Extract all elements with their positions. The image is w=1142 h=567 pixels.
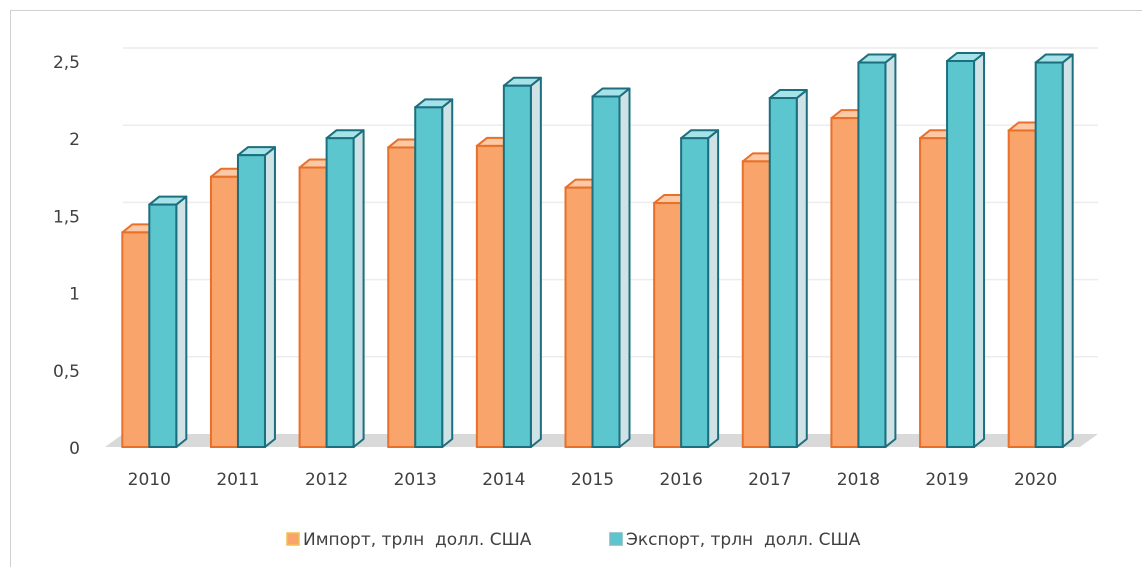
bar <box>919 137 949 448</box>
y-tick-label: 1,5 <box>53 207 80 227</box>
y-tick-label: 1 <box>69 285 80 305</box>
bar-side <box>529 76 542 448</box>
x-tick-label: 2012 <box>305 470 348 490</box>
x-tick-label: 2015 <box>571 470 614 490</box>
bar-side <box>1061 53 1074 448</box>
bar-3d <box>502 76 542 448</box>
bar <box>857 61 887 448</box>
bar-side <box>263 146 276 448</box>
x-tick-label: 2020 <box>1014 470 1057 490</box>
x-tick-label: 2013 <box>394 470 437 490</box>
bar <box>741 160 771 449</box>
bar-3d <box>857 53 897 448</box>
bar <box>387 146 417 449</box>
bar-side <box>973 52 986 448</box>
legend-swatch <box>286 532 300 546</box>
bar <box>1007 129 1037 448</box>
bar-side <box>795 89 808 448</box>
bar-3d <box>414 98 454 448</box>
bar-3d <box>680 129 720 448</box>
legend-label: Импорт, трлн долл. США <box>303 530 532 550</box>
x-tick-label: 2017 <box>748 470 791 490</box>
bar <box>946 60 976 448</box>
bar <box>298 166 328 448</box>
x-tick-label: 2019 <box>925 470 968 490</box>
bar <box>236 154 266 449</box>
bar <box>414 106 444 448</box>
legend-label: Экспорт, трлн долл. США <box>626 530 861 550</box>
y-tick-label: 0,5 <box>53 362 80 382</box>
bar <box>830 117 860 449</box>
x-tick-label: 2018 <box>837 470 880 490</box>
bar <box>1034 61 1064 448</box>
bar-3d <box>148 195 188 448</box>
bar <box>325 137 355 448</box>
bar <box>121 231 151 448</box>
bar <box>148 203 178 448</box>
bar <box>768 97 798 448</box>
bar <box>564 186 594 448</box>
bar-3d <box>325 129 365 448</box>
bar <box>591 95 621 449</box>
bar-3d <box>591 87 631 449</box>
bar-3d <box>1034 53 1074 448</box>
bar-side <box>618 87 631 448</box>
legend-swatch <box>609 532 623 546</box>
bar-3d <box>768 89 808 448</box>
bar <box>653 202 683 448</box>
bar <box>209 175 239 449</box>
bar <box>502 84 532 448</box>
bar-side <box>441 98 454 448</box>
bar-side <box>175 195 188 448</box>
x-tick-label: 2014 <box>482 470 525 490</box>
bar <box>475 144 505 448</box>
bar-side <box>352 129 365 448</box>
bar-3d <box>236 146 276 449</box>
x-tick-label: 2011 <box>216 470 259 490</box>
x-tick-label: 2016 <box>660 470 703 490</box>
y-tick-label: 0 <box>69 439 80 459</box>
bar-side <box>707 129 720 448</box>
bar-side <box>884 53 897 448</box>
y-tick-label: 2 <box>69 130 80 150</box>
bar-3d <box>946 52 986 448</box>
x-tick-label: 2010 <box>128 470 171 490</box>
bar <box>680 137 710 448</box>
y-tick-label: 2,5 <box>53 53 80 73</box>
